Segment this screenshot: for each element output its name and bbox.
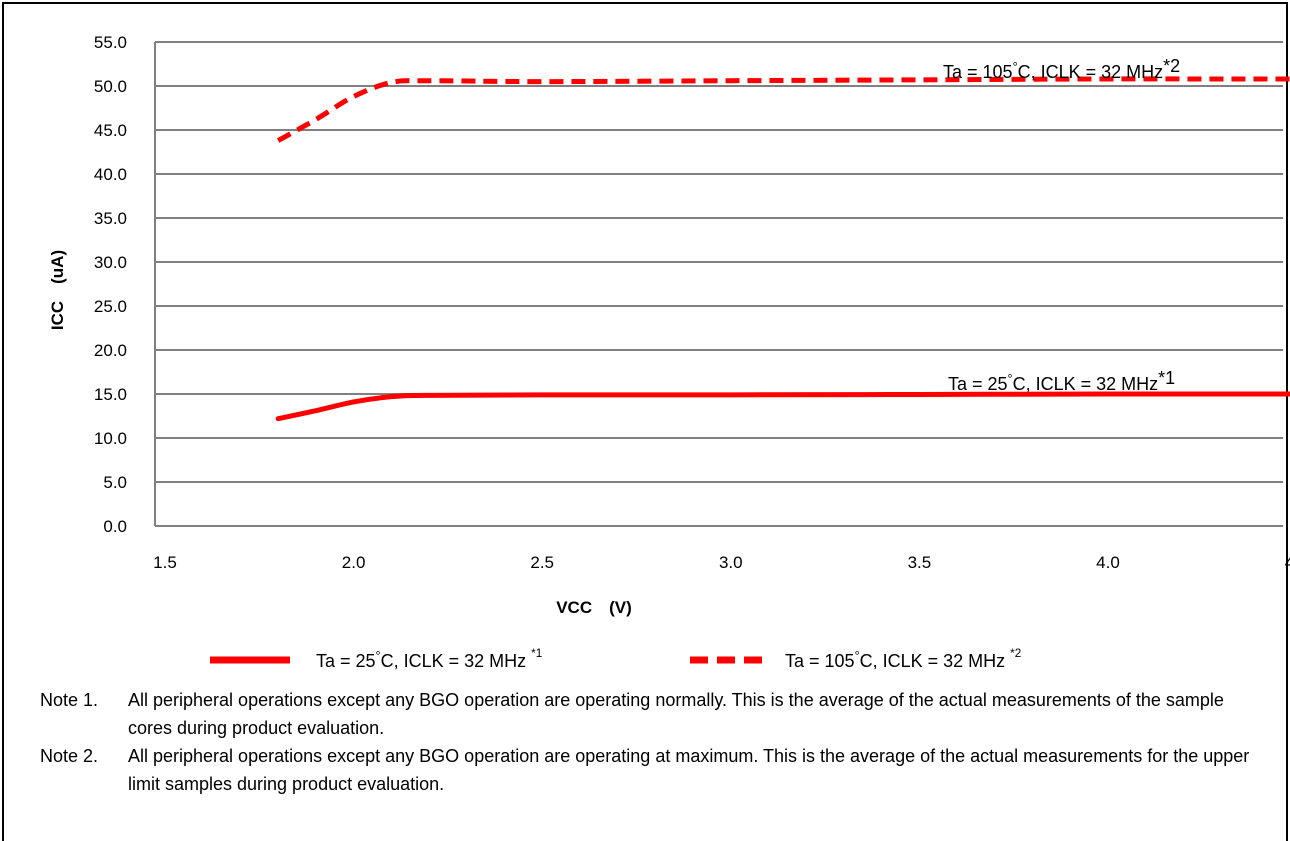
x-tick-label: 3.5 xyxy=(908,553,932,572)
legend-label-25c: Ta = 25°C, ICLK = 32 MHz *1 xyxy=(316,647,542,671)
y-tick-label: 0.0 xyxy=(103,517,127,536)
x-tick-label: 4.0 xyxy=(1096,553,1120,572)
y-tick-label: 20.0 xyxy=(94,341,127,360)
y-tick-label: 5.0 xyxy=(103,473,127,492)
x-tick-label: 2.0 xyxy=(342,553,366,572)
y-tick-label: 35.0 xyxy=(94,209,127,228)
x-tick-label: 3.0 xyxy=(719,553,743,572)
note-2-text: All peripheral operations except any BGO… xyxy=(128,746,1250,794)
y-tick-label: 15.0 xyxy=(94,385,127,404)
x-axis-title: VCC (V) xyxy=(556,598,632,617)
note-1-label: Note 1. xyxy=(40,690,99,710)
y-tick-label: 40.0 xyxy=(94,165,127,184)
series-25c-inline-label: Ta = 25°C, ICLK = 32 MHz*1 xyxy=(948,368,1175,394)
x-tick-label: 2.5 xyxy=(530,553,554,572)
y-tick-label: 50.0 xyxy=(94,77,127,96)
note-2-label: Note 2. xyxy=(40,746,99,766)
legend-label-105c: Ta = 105°C, ICLK = 32 MHz *2 xyxy=(785,647,1021,671)
notes: Note 1. All peripheral operations except… xyxy=(40,686,1270,798)
note-1-text: All peripheral operations except any BGO… xyxy=(128,690,1224,738)
x-tick-label: 1.5 xyxy=(153,553,177,572)
note-2: Note 2. All peripheral operations except… xyxy=(40,742,1270,798)
series-105c-inline-label: Ta = 105°C, ICLK = 32 MHz*2 xyxy=(943,56,1180,82)
x-tick-label: 4.5 xyxy=(1285,553,1290,572)
y-tick-label: 25.0 xyxy=(94,297,127,316)
y-tick-label: 45.0 xyxy=(94,121,127,140)
series-25c-line xyxy=(275,391,1290,422)
y-axis-title: ICC (uA) xyxy=(48,250,67,330)
y-tick-label: 10.0 xyxy=(94,429,127,448)
icc-vcc-chart: 0.0 5.0 10.0 15.0 20.0 25.0 30.0 35.0 40.0 45.0 50… xyxy=(48,33,1290,671)
y-tick-label: 55.0 xyxy=(94,33,127,52)
note-1: Note 1. All peripheral operations except… xyxy=(40,686,1270,742)
y-tick-label: 30.0 xyxy=(94,253,127,272)
